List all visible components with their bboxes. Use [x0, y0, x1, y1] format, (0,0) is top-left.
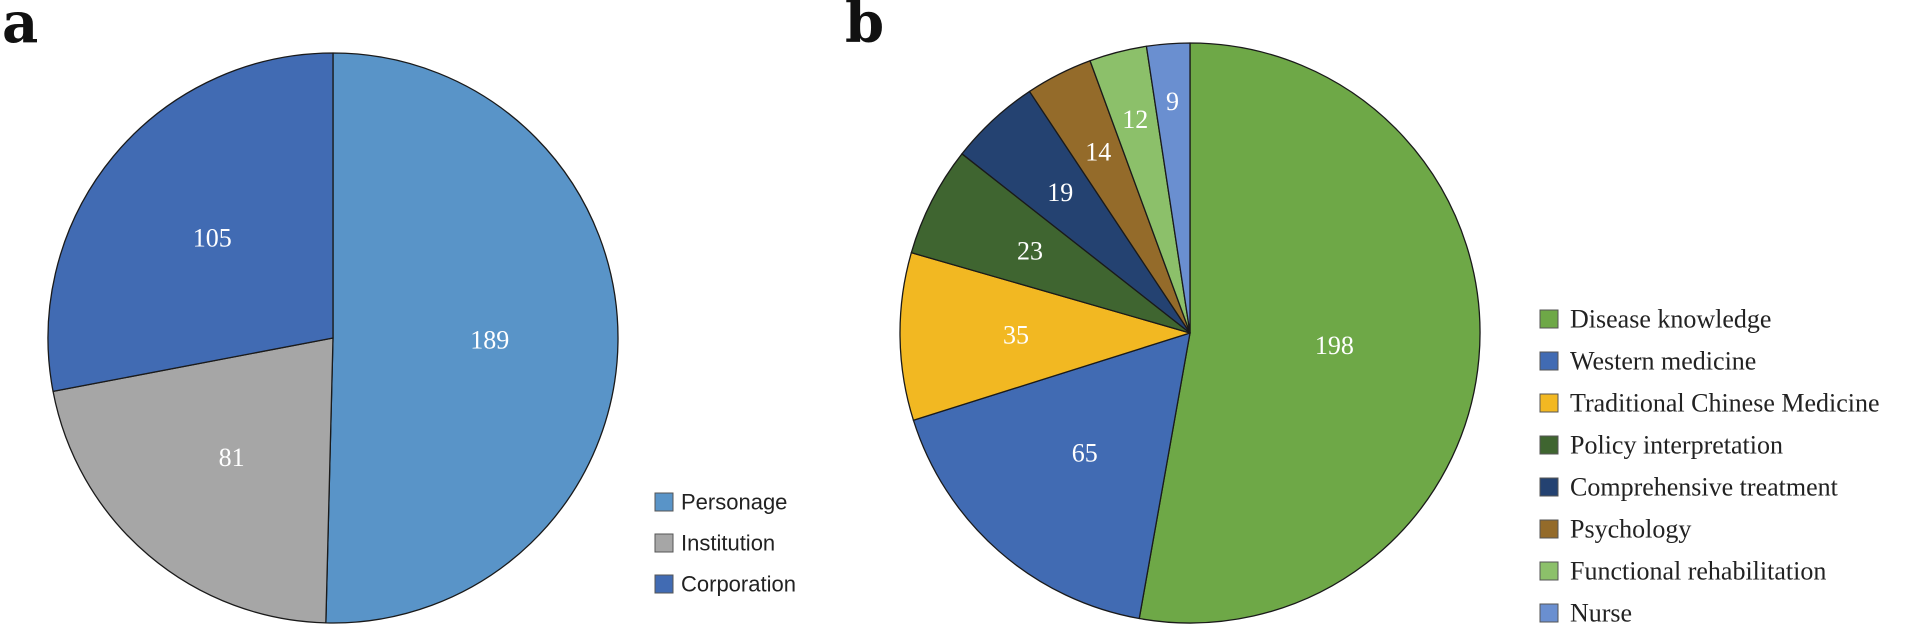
pie-a-slice-corporation [47, 52, 334, 393]
pie-b-slice-disease-knowledge [1138, 42, 1481, 624]
pie-b-slice-traditional-chinese-medicine [899, 252, 1191, 421]
legend-b-swatch-psychology [1539, 519, 1559, 539]
pie-b-slice-western-medicine [912, 332, 1191, 620]
pie-b-value-label-western-medicine: 65 [1072, 438, 1098, 467]
pie-b-value-label-disease-knowledge: 198 [1315, 331, 1354, 360]
pie-chart-b: 198 65 35 23 19 14 12 9 [899, 42, 1481, 624]
pie-b-value-label-psychology: 14 [1085, 137, 1111, 166]
panel-a-letter: a [2, 0, 38, 56]
pie-a-slice-institution [52, 337, 334, 624]
legend-a-swatch-institution [654, 533, 674, 553]
legend-b-label-western-medicine: Western medicine [1570, 347, 1756, 376]
legend-a: Personage Institution Corporation [654, 490, 796, 597]
legend-b-label-functional-rehabilitation: Functional rehabilitation [1570, 557, 1826, 586]
legend-b-swatch-western-medicine [1539, 351, 1559, 371]
legend-b-swatch-disease-knowledge [1539, 309, 1559, 329]
legend-b-swatch-functional-rehabilitation [1539, 561, 1559, 581]
legend-b-swatch-comprehensive-treatment [1539, 477, 1559, 497]
legend-b-label-comprehensive-treatment: Comprehensive treatment [1570, 473, 1839, 502]
legend-a-swatch-corporation [654, 574, 674, 594]
panel-b-letter: b [845, 0, 884, 56]
pie-a-value-label-personage: 189 [470, 326, 509, 355]
legend-b-label-policy-interpretation: Policy interpretation [1570, 431, 1783, 460]
pie-a-value-label-corporation: 105 [193, 224, 232, 253]
legend-b-swatch-traditional-chinese-medicine [1539, 393, 1559, 413]
legend-b-label-disease-knowledge: Disease knowledge [1570, 305, 1771, 334]
legend-a-swatch-personage [654, 492, 674, 512]
pie-b-value-label-functional-rehabilitation: 12 [1122, 105, 1148, 134]
legend-a-label-personage: Personage [681, 490, 787, 515]
pie-chart-a: 189 81 105 [47, 52, 619, 624]
pie-b-value-label-comprehensive-treatment: 19 [1047, 178, 1073, 207]
pie-a-value-label-institution: 81 [219, 443, 245, 472]
pie-a-slice-personage [325, 52, 619, 624]
legend-a-label-corporation: Corporation [681, 572, 796, 597]
legend-b-label-psychology: Psychology [1570, 515, 1691, 544]
legend-b-label-nurse: Nurse [1570, 599, 1632, 628]
legend-b: Disease knowledge Western medicine Traditi… [1539, 305, 1880, 628]
legend-b-swatch-policy-interpretation [1539, 435, 1559, 455]
pie-b-value-label-policy-interpretation: 23 [1017, 237, 1043, 266]
legend-b-swatch-nurse [1539, 603, 1559, 623]
legend-a-label-institution: Institution [681, 531, 775, 556]
legend-b-label-traditional-chinese-medicine: Traditional Chinese Medicine [1570, 389, 1880, 418]
pie-b-value-label-traditional-chinese-medicine: 35 [1003, 321, 1029, 350]
pie-b-value-label-nurse: 9 [1166, 87, 1179, 116]
pie-b-slice-nurse [1145, 42, 1191, 334]
